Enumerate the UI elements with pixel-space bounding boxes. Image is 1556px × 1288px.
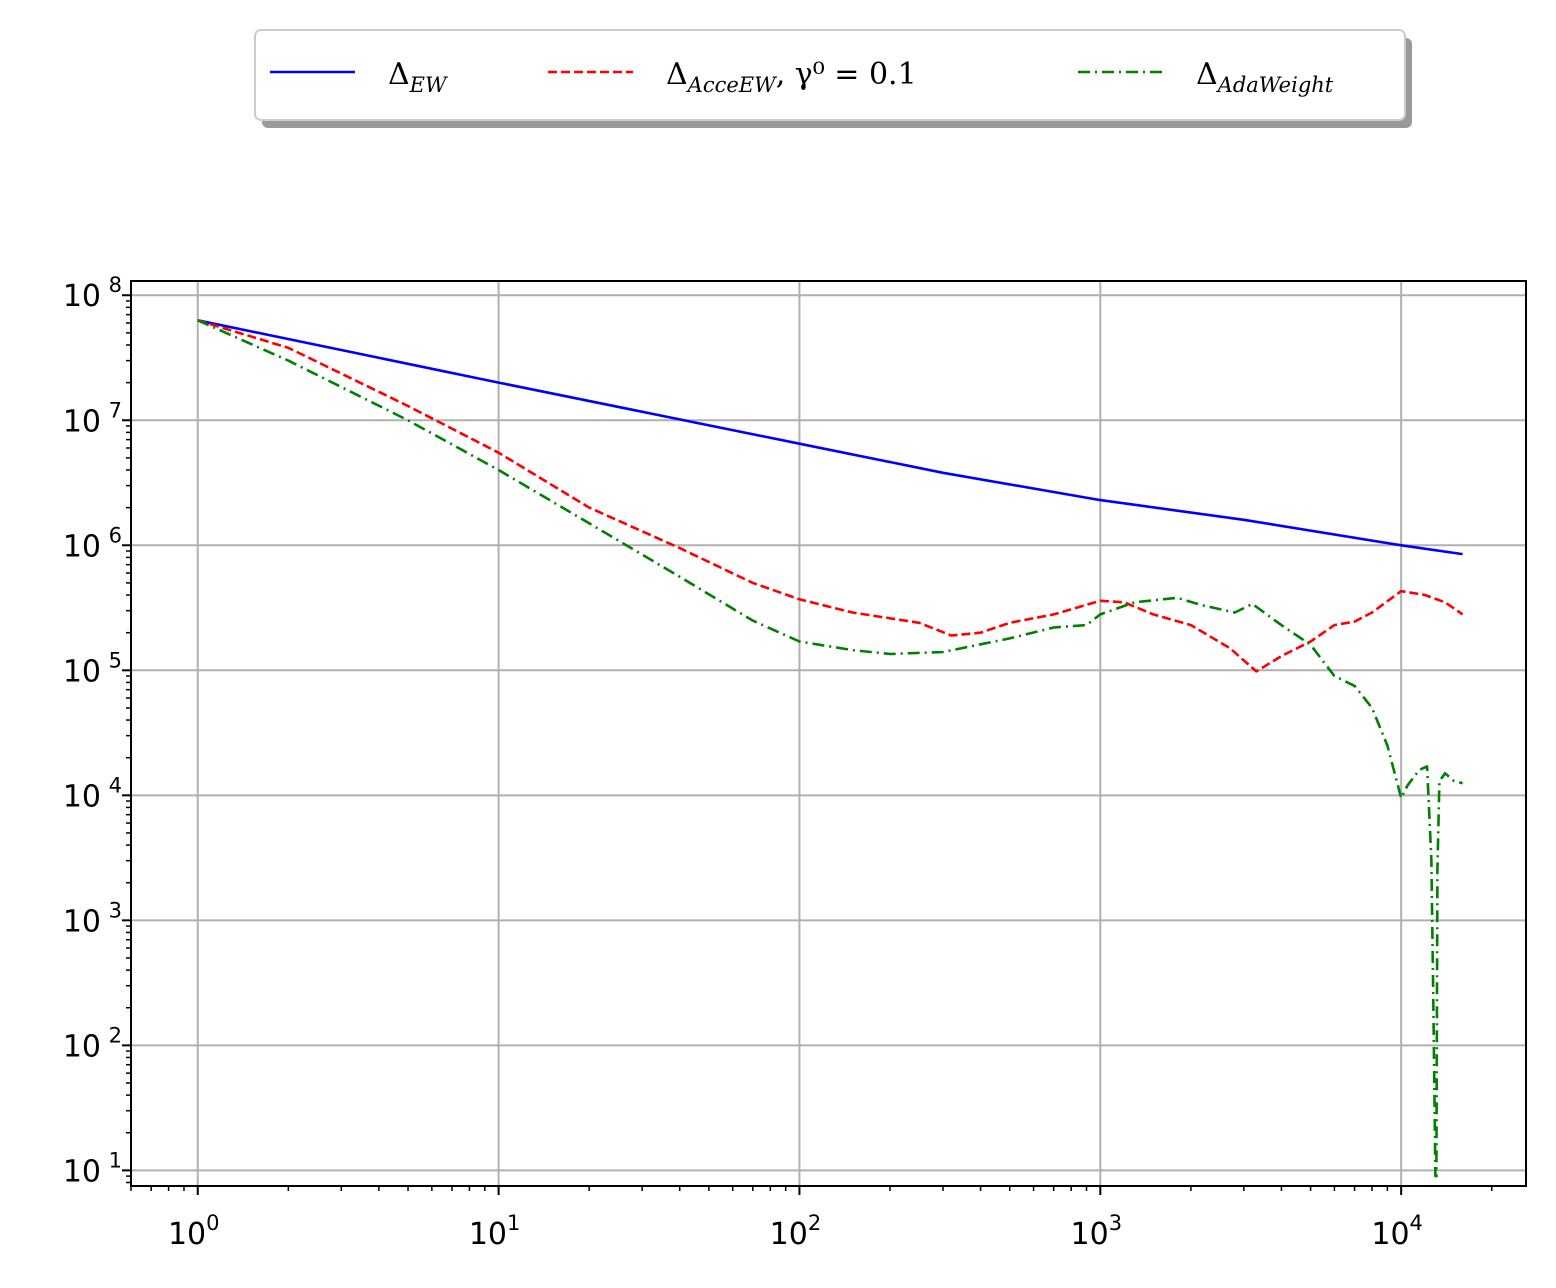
x-tick-label: 104 <box>1371 1211 1423 1252</box>
legend-label-ew: ΔEW <box>388 57 449 97</box>
x-tick-label: 101 <box>469 1211 521 1252</box>
y-tick-label: 10 7 <box>63 398 122 439</box>
y-tick-label: 10 2 <box>63 1023 122 1064</box>
major-ticks <box>122 294 1403 1195</box>
legend-label-adaweight: ΔAdaWeight <box>1196 57 1334 97</box>
y-tick-label: 10 4 <box>63 773 122 814</box>
plot-frame <box>130 280 1527 1187</box>
grid <box>131 281 1526 1186</box>
y-tick-label: 10 6 <box>63 523 122 564</box>
x-tick-label: 103 <box>1071 1211 1123 1252</box>
y-tick-label: 10 1 <box>63 1148 122 1189</box>
legend-box <box>254 29 1406 121</box>
legend: ΔEW ΔAcceEW, γ⁰ = 0.1 ΔAdaWeight <box>254 29 1412 128</box>
series-line-1 <box>197 319 1463 556</box>
y-tick-label: 10 5 <box>63 648 122 689</box>
series-line-2 <box>197 319 1464 673</box>
legend-label-acceew: ΔAcceEW, γ⁰ = 0.1 <box>666 57 917 97</box>
y-tick-label: 10 8 <box>63 273 122 314</box>
series-lines <box>197 319 1464 1178</box>
series-line-3 <box>197 319 1463 1178</box>
x-tick-label: 100 <box>168 1211 220 1252</box>
y-tick-label: 10 3 <box>63 898 122 939</box>
minor-ticks <box>126 300 1493 1191</box>
x-tick-label: 102 <box>770 1211 822 1252</box>
